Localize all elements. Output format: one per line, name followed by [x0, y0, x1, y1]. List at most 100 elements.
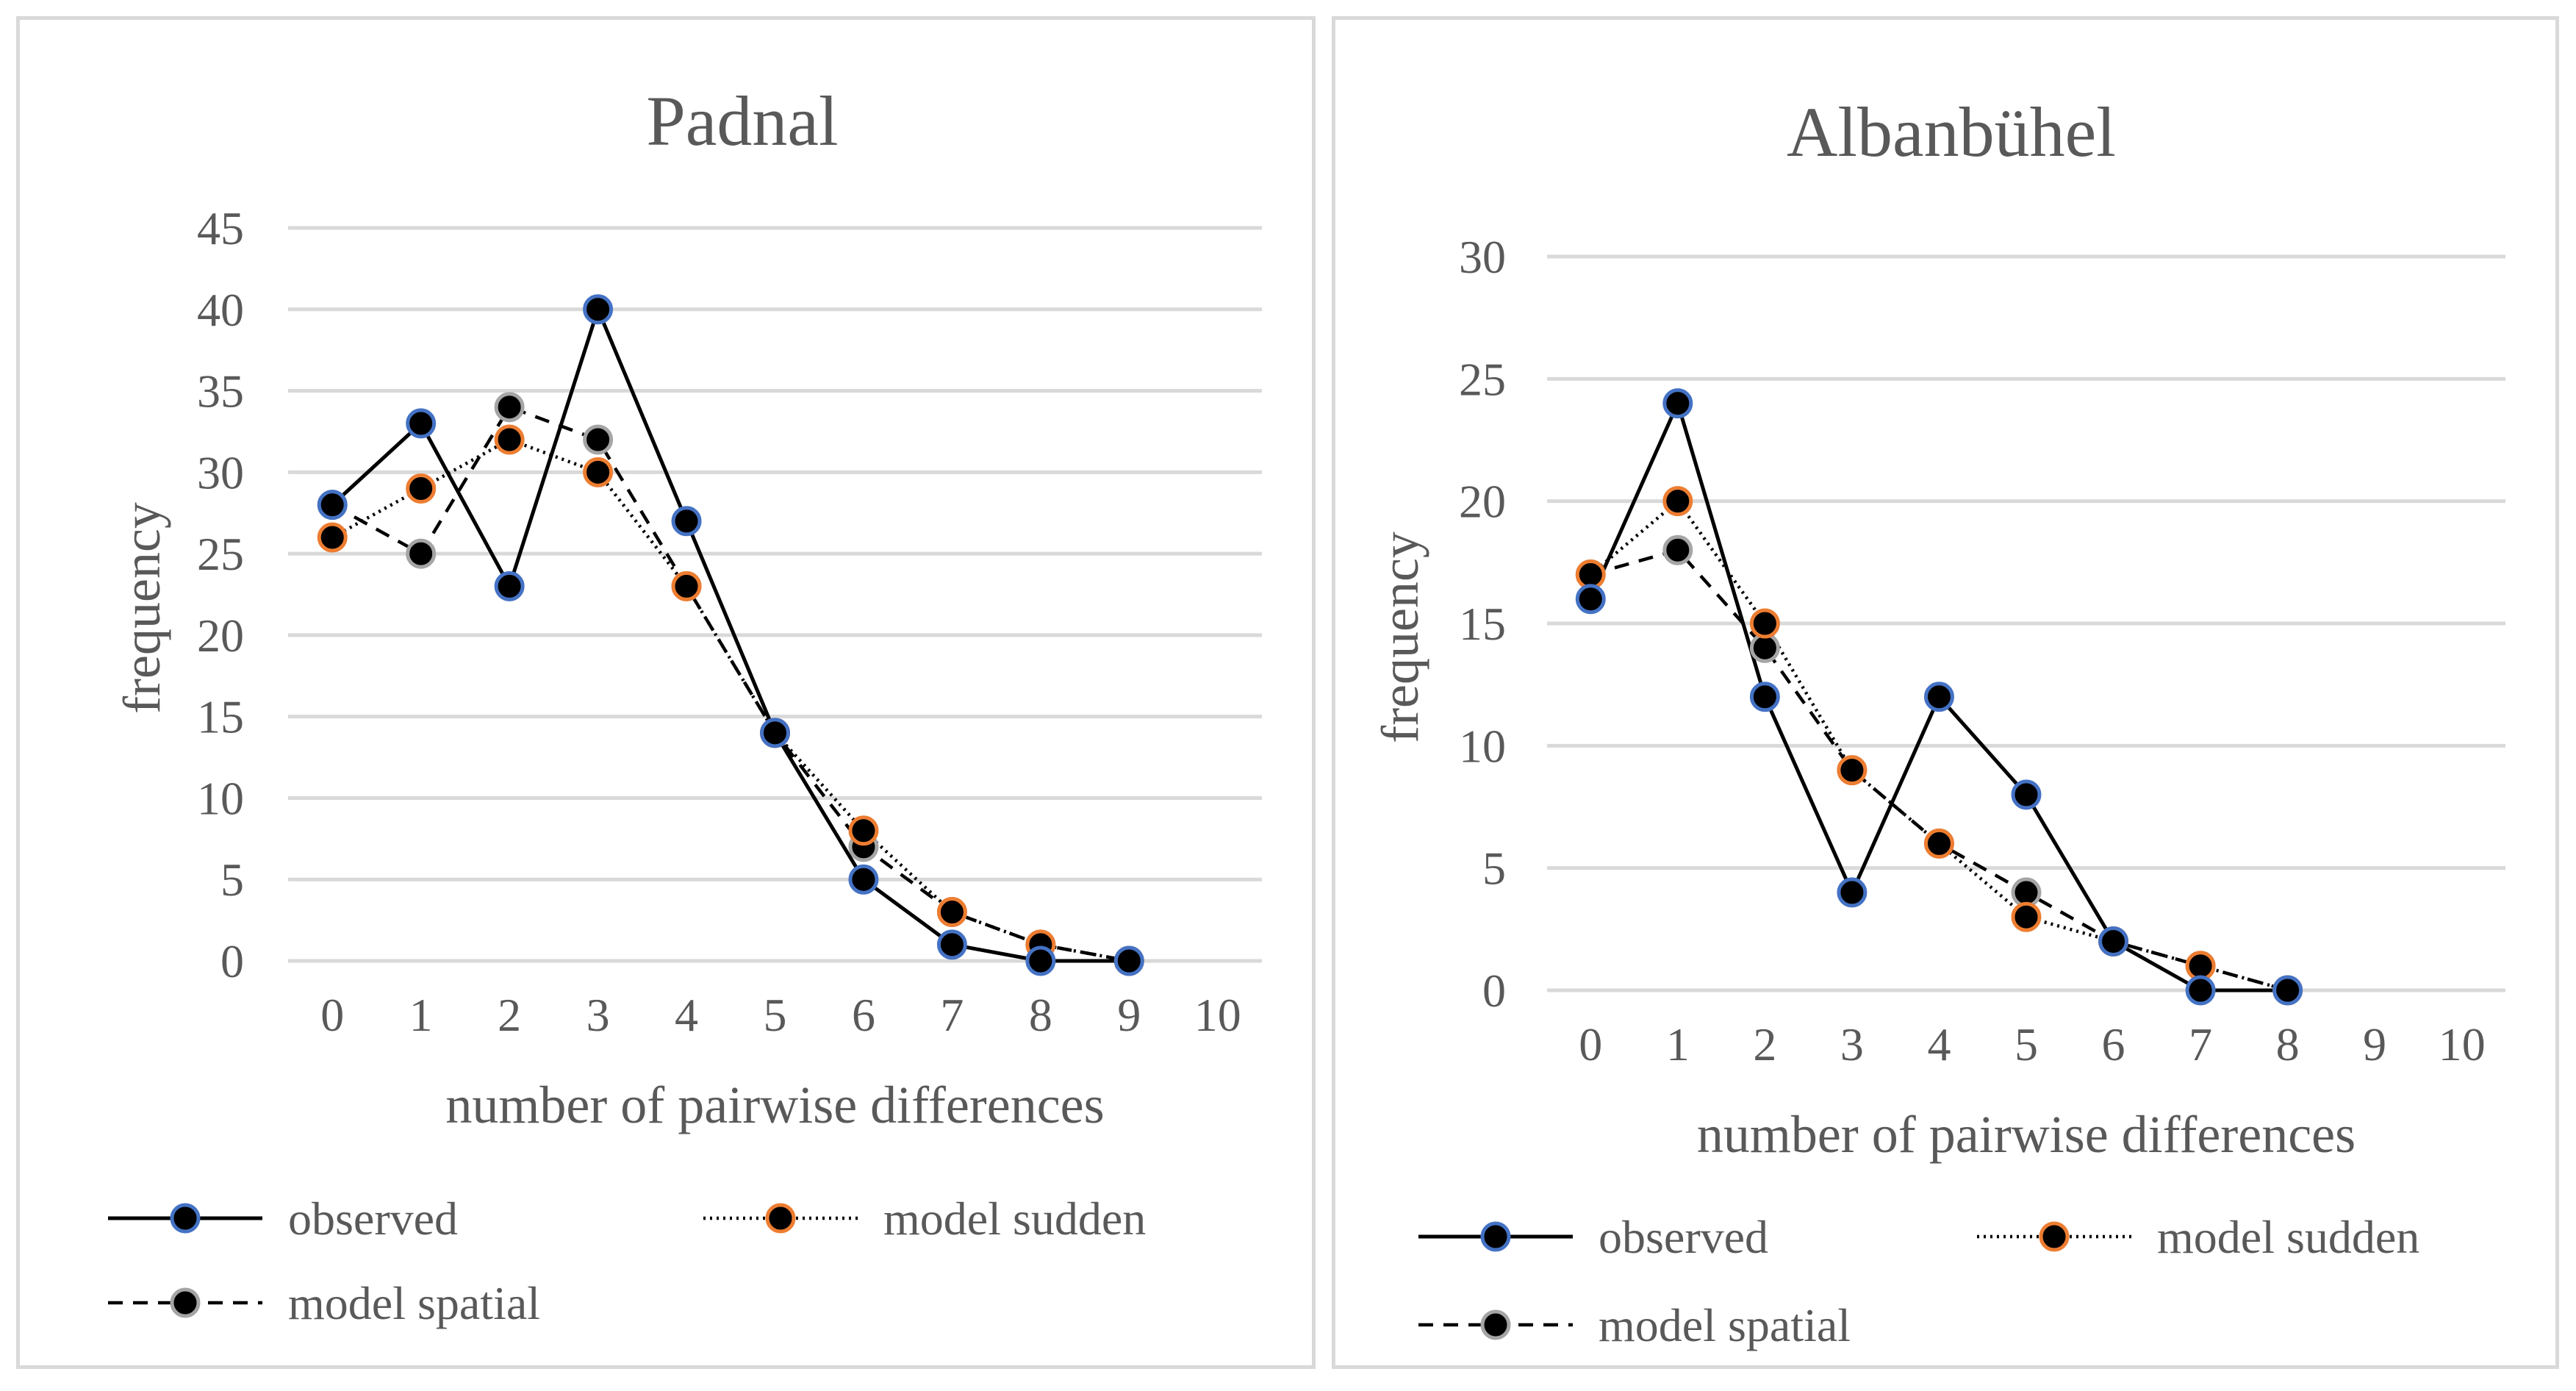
- data-point-model-sudden: [1749, 608, 1780, 639]
- data-point-model-sudden: [1662, 486, 1693, 517]
- data-point-observed: [2098, 926, 2129, 956]
- data-point-model-sudden: [848, 815, 879, 846]
- data-point-model-sudden: [2185, 951, 2216, 981]
- y-tick-label: 10: [197, 772, 244, 824]
- data-point-model-sudden: [583, 457, 614, 487]
- x-tick-label: 8: [1029, 989, 1052, 1041]
- series-line-model-spatial: [1590, 548, 2289, 993]
- data-point-model-spatial: [583, 424, 614, 455]
- y-axis-label: frequency: [112, 502, 171, 714]
- data-point-observed: [2185, 975, 2216, 1006]
- y-tick-label: 35: [197, 365, 244, 418]
- legend-marker-observed: [170, 1203, 201, 1234]
- x-axis-label: number of pairwise differences: [1697, 1105, 2356, 1164]
- x-tick-label: 10: [2439, 1018, 2486, 1070]
- x-tick-label: 8: [2276, 1018, 2300, 1070]
- data-point-model-spatial: [1749, 632, 1780, 663]
- legend-label-model-sudden: model sudden: [883, 1192, 1146, 1245]
- data-point-model-sudden: [317, 522, 348, 553]
- legend-label-model-spatial: model spatial: [288, 1277, 540, 1329]
- y-axis-label: frequency: [1371, 532, 1429, 743]
- legend-marker-model-sudden: [765, 1203, 796, 1234]
- x-tick-label: 1: [409, 989, 433, 1041]
- x-tick-label: 0: [320, 989, 344, 1041]
- x-tick-label: 4: [675, 989, 698, 1041]
- chart-title: Padnal: [646, 82, 838, 160]
- x-tick-label: 5: [2014, 1018, 2038, 1070]
- legend-label-observed: observed: [288, 1192, 458, 1245]
- data-point-observed: [1749, 682, 1780, 712]
- series-line-observed: [331, 307, 1130, 963]
- x-tick-label: 7: [940, 989, 964, 1041]
- data-point-observed: [1113, 945, 1144, 976]
- data-point-model-sudden: [1923, 828, 1954, 859]
- data-point-model-sudden: [1575, 559, 1606, 590]
- data-point-observed: [848, 864, 879, 895]
- data-point-observed: [583, 294, 614, 325]
- data-point-observed: [671, 506, 702, 537]
- chart-panel-albanbuhel: Albanbühel 0 5 10 15 20 25 30 0 1 2 3 4 5 6 7 8 9 10 number…: [1332, 16, 2559, 1369]
- data-point-observed: [1025, 945, 1056, 976]
- chart-albanbuhel: Albanbühel 0 5 10 15 20 25 30 0 1 2 3 4 5 6 7 8 9 10 number…: [1371, 93, 2505, 1351]
- data-point-model-sudden: [1837, 755, 1868, 786]
- data-point-model-spatial: [406, 538, 437, 569]
- x-tick-label: 7: [2189, 1018, 2212, 1070]
- x-tick-label: 6: [2102, 1018, 2125, 1070]
- y-tick-label: 20: [1459, 476, 1506, 528]
- chart-title: Albanbühel: [1787, 93, 2116, 171]
- y-tick-label: 45: [197, 202, 244, 254]
- data-point-observed: [2272, 975, 2303, 1006]
- legend-marker-model-spatial: [170, 1287, 201, 1318]
- data-point-model-spatial: [2011, 877, 2042, 908]
- y-tick-label: 0: [220, 935, 244, 987]
- data-point-observed: [1575, 584, 1606, 615]
- x-tick-label: 4: [1927, 1018, 1951, 1070]
- data-point-model-sudden: [494, 424, 525, 455]
- y-tick-label: 10: [1459, 720, 1506, 772]
- x-tick-label: 3: [1840, 1018, 1864, 1070]
- x-tick-label: 2: [1753, 1018, 1776, 1070]
- y-tick-label: 25: [197, 528, 244, 580]
- x-tick-label: 10: [1194, 989, 1241, 1041]
- x-tick-label: 9: [1117, 989, 1141, 1041]
- x-tick-label: 0: [1579, 1018, 1602, 1070]
- y-tick-label: 15: [1459, 598, 1506, 650]
- data-point-model-sudden: [671, 571, 702, 601]
- x-tick-label: 2: [498, 989, 521, 1041]
- legend-label-observed: observed: [1599, 1211, 1768, 1263]
- legend-marker-model-spatial: [1480, 1309, 1511, 1340]
- y-tick-label: 0: [1482, 965, 1506, 1017]
- legend-label-model-spatial: model spatial: [1599, 1299, 1851, 1351]
- x-tick-label: 3: [586, 989, 610, 1041]
- data-point-model-sudden: [406, 473, 437, 504]
- data-point-model-spatial: [1662, 534, 1693, 565]
- x-tick-label: 6: [852, 989, 875, 1041]
- chart-panel-padnal: Padnal 0 5 10 15 20 25 30 35 40 45 0 1 2 3 4 5 6 7 8 9 10 numb…: [16, 16, 1316, 1369]
- y-tick-label: 25: [1459, 353, 1506, 405]
- series-line-model-sudden: [331, 437, 1130, 963]
- y-tick-label: 30: [197, 446, 244, 498]
- data-point-observed: [494, 571, 525, 601]
- x-axis-label: number of pairwise differences: [445, 1076, 1104, 1134]
- y-tick-label: 30: [1459, 231, 1506, 283]
- series-line-model-spatial: [331, 405, 1130, 963]
- x-tick-label: 1: [1666, 1018, 1690, 1070]
- data-point-observed: [1923, 682, 1954, 712]
- data-point-observed: [760, 718, 790, 748]
- data-point-observed: [1662, 388, 1693, 419]
- y-tick-label: 15: [197, 691, 244, 743]
- y-tick-label: 5: [220, 854, 244, 906]
- data-point-model-sudden: [936, 897, 967, 928]
- y-tick-label: 5: [1482, 843, 1506, 895]
- x-tick-label: 9: [2363, 1018, 2386, 1070]
- data-point-observed: [936, 929, 967, 960]
- data-point-observed: [317, 490, 348, 521]
- data-point-observed: [2011, 779, 2042, 810]
- y-tick-label: 40: [197, 284, 244, 336]
- legend-label-model-sudden: model sudden: [2157, 1211, 2419, 1263]
- legend-marker-model-sudden: [2039, 1221, 2070, 1252]
- y-tick-label: 20: [197, 609, 244, 662]
- legend-marker-observed: [1480, 1221, 1511, 1252]
- x-tick-label: 5: [764, 989, 787, 1041]
